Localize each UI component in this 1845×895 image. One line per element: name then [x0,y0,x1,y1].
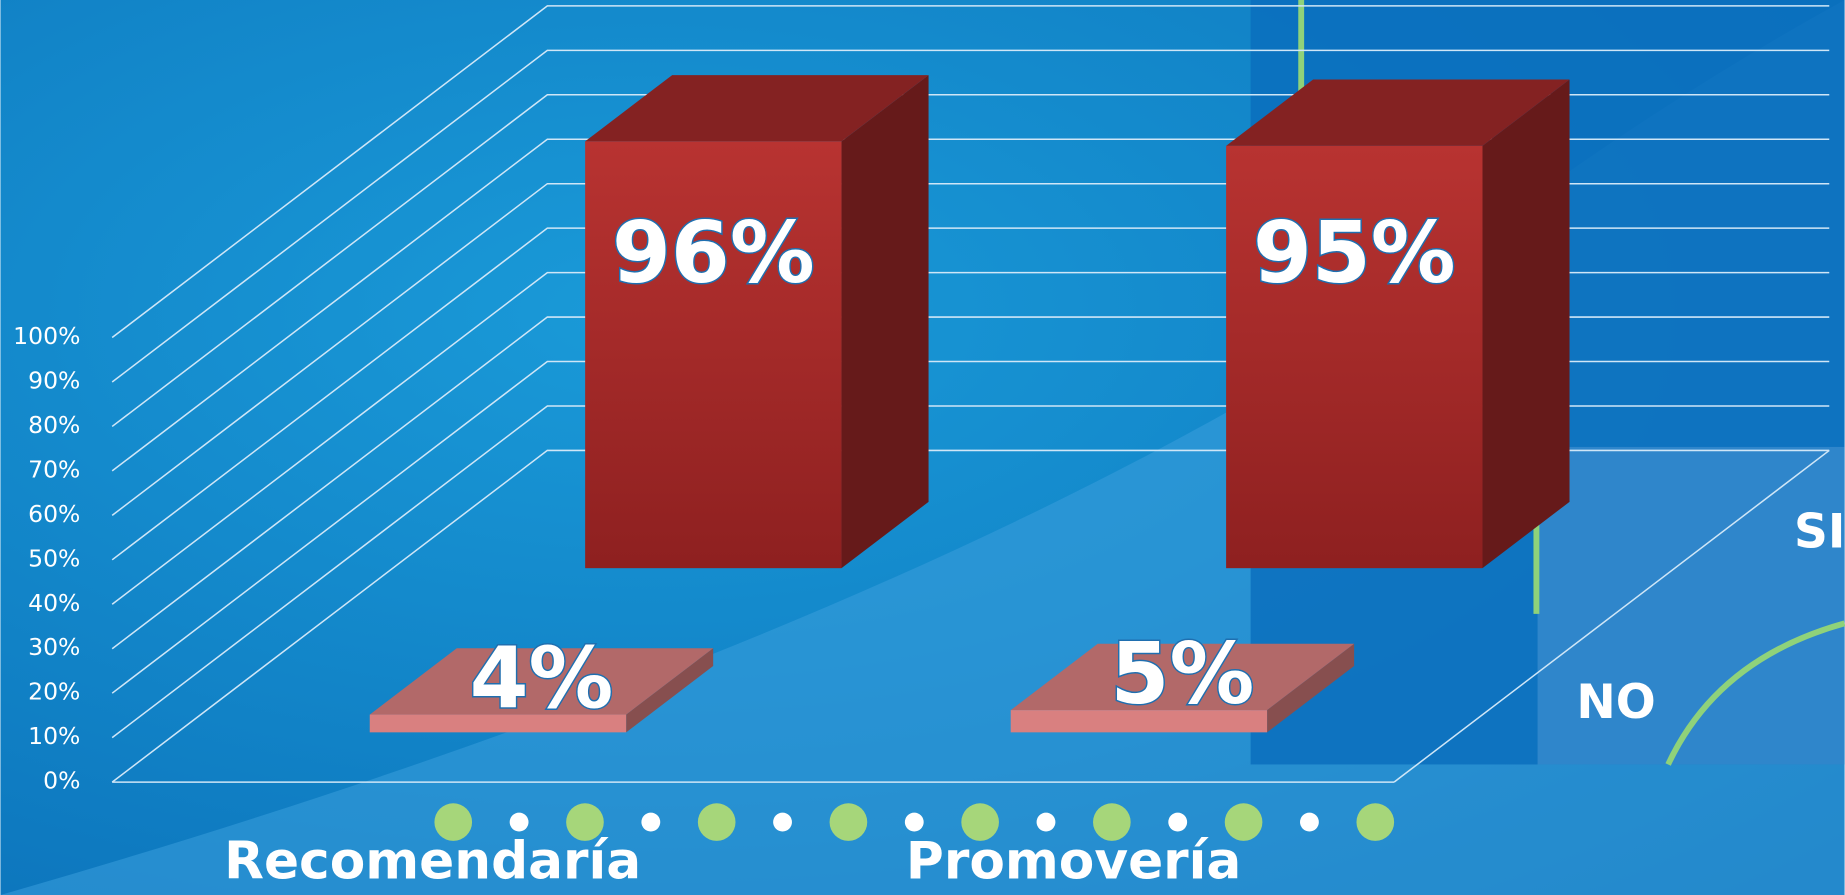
decor-dot [1168,812,1188,832]
bar-top [1010,643,1355,711]
decor-dot [1093,803,1131,841]
decor-dot [1036,812,1056,832]
decor-dot [1224,803,1263,841]
decor-dot [773,812,792,832]
decor-dot [566,803,604,841]
legend-label: SI [1794,505,1845,560]
decor-dot [1356,803,1395,841]
bar [1226,145,1483,569]
y-tick-label: 100% [13,322,80,350]
y-tick-label: 80% [28,411,80,439]
plot-area: 0% 10% 20% 30% 40% 50% 60% 70% 80% 90% 100% Recomen… [13,5,1845,891]
y-tick-label: 90% [28,366,80,394]
y-tick-label: 50% [28,544,80,572]
data-label: 96% [612,203,815,302]
y-tick-label: 60% [28,500,80,528]
decor-dot [509,812,529,832]
bar-side [1267,643,1355,733]
grid-line [111,5,1830,339]
decor-dot [1300,812,1319,832]
decor-dot [697,803,736,841]
decor-dot [904,812,924,832]
decor-arc [1665,620,1845,766]
y-tick-label: 30% [28,633,80,661]
grid-line [111,49,1830,383]
side-panel-inner [1537,446,1845,765]
y-tick-label: 0% [43,767,80,795]
y-tick-label: 40% [28,589,80,617]
bar [1010,710,1268,733]
bar [585,141,842,569]
bar-top [585,75,929,142]
bar-side [841,75,929,569]
x-tick-label: Promovería [906,831,1241,891]
decor-dot [829,803,868,841]
decor-dot [961,803,999,841]
legend-label: NO [1576,675,1655,730]
y-tick-label: 10% [28,722,80,750]
data-label: 95% [1253,203,1456,302]
decor-dot [641,812,661,832]
y-tick-label: 20% [28,678,80,706]
bar-top [369,648,714,715]
x-tick-label: Recomendaría [224,831,641,891]
data-label: 4% [470,628,614,727]
floor-edge [1393,449,1830,783]
y-tick-label: 70% [28,455,80,483]
bar-top [1226,79,1570,146]
bar [369,714,627,733]
data-label: 5% [1111,624,1255,723]
decor-dot [434,803,473,841]
bar-side [626,648,714,733]
decor-dots [434,803,1395,841]
bar-side [1482,79,1570,569]
